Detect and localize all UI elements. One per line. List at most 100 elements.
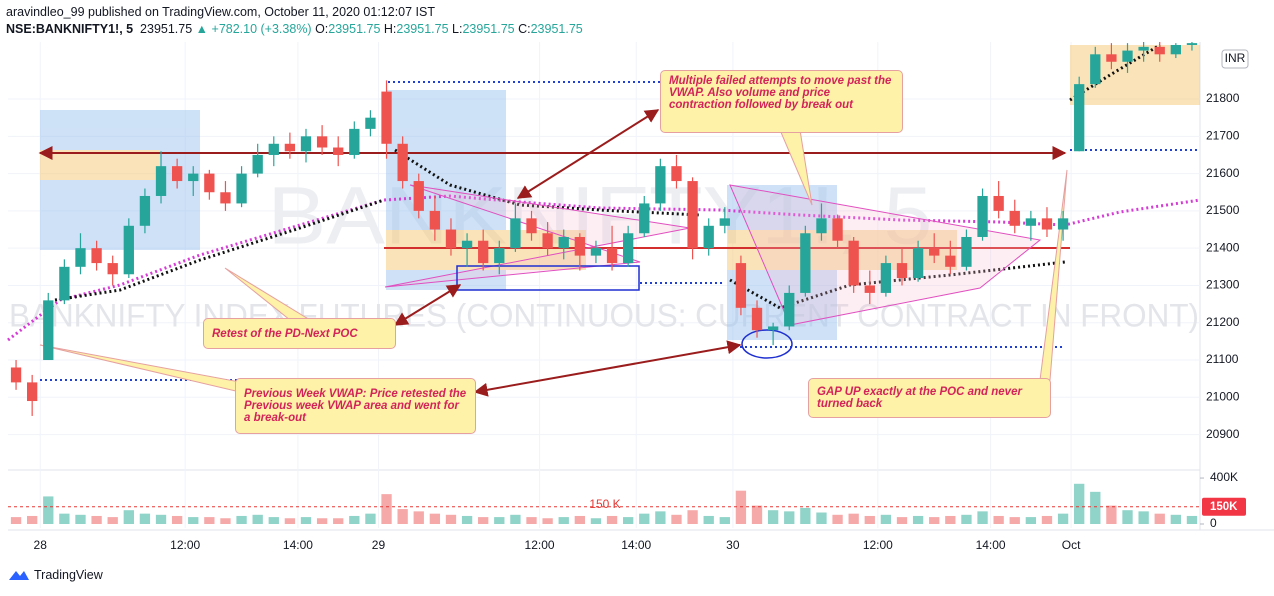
candle-body [445,229,457,249]
x-tick-label: 29 [372,538,386,552]
volume-marker [1202,497,1246,516]
symbol-bar: NSE:BANKNIFTY1!, 5 23951.75 ▲ +782.10 (+… [6,22,583,36]
volume-bar [912,515,924,524]
candle-body [623,233,634,264]
y-tick-label: 21300 [1206,278,1240,292]
candle-body [574,236,585,256]
volume-bar [397,509,408,524]
volume-bar [1009,517,1020,524]
volume-bar [123,510,134,524]
symbol: NSE:BANKNIFTY1!, 5 [6,22,134,36]
x-tick-label: 30 [726,538,740,552]
ohlc-value: 23951.75 [396,22,449,36]
y-tick-label: 400K [1210,470,1238,484]
volume-bar [445,514,457,524]
volume-bar [171,515,183,524]
ohlc-value: 23951.75 [328,22,381,36]
x-tick-label: 12:00 [525,538,555,552]
candle-body [1057,218,1069,230]
change: ▲ +782.10 (+3.38%) [195,22,312,36]
volume-bar [43,496,54,524]
candle-body [912,248,924,278]
volume-bar [767,510,779,524]
vwap [394,148,701,217]
volume-bar [494,517,505,524]
candle-body [461,240,473,249]
candle-body [558,236,569,249]
volume-bar [945,515,956,524]
candle-body [365,117,376,129]
candle-body [1138,46,1149,51]
candle-body [75,248,86,267]
candle-body [945,255,956,267]
x-tick-label: 12:00 [863,538,893,552]
candle-body [413,181,424,211]
volume-bar [848,513,859,524]
x-tick-label: 12:00 [170,538,200,552]
volume-bar [1074,483,1085,524]
description: BANKNIFTY INDEX FUTURES (CONTINUOUS: CUR… [9,297,1199,333]
publisher: aravindleo_99 published on TradingView.c… [6,5,435,19]
candle-body [155,166,167,196]
candle-body [606,248,618,264]
candle-body [816,218,827,234]
volume-bar [574,515,585,524]
candle-body [220,192,231,204]
candle-body [590,248,602,256]
candle-body [268,143,279,155]
y-tick-label: 20900 [1206,427,1240,441]
candle-body [429,210,441,230]
candle-body [204,173,215,193]
y-tick-label: 21700 [1206,128,1240,142]
candle-body [864,285,875,293]
annotation: GAP UP exactly at the POC and never turn… [808,378,1051,418]
candle-body [10,367,22,383]
candle-body [300,136,312,152]
volume-bar [961,514,972,524]
volume-bar [687,510,698,524]
annotation: Previous Week VWAP: Price retested the P… [235,378,476,434]
volume-bar [816,512,827,524]
candle-body [1025,218,1037,226]
candle-body [188,173,199,182]
volume-bar [91,515,102,524]
candle-body [929,248,940,256]
arrow [393,284,462,326]
volume-bar [236,515,247,524]
candle-body [896,263,908,278]
volume-bar [1154,513,1165,524]
candle-body [719,218,730,226]
volume-bar [107,517,118,524]
x-tick-label: 14:00 [976,538,1006,552]
volume-bar [1138,511,1149,524]
volume-bar [542,518,553,524]
volume-bar [316,518,328,524]
candle-body [381,91,392,144]
x-tick-label: 14:00 [621,538,651,552]
y-tick-label: 21400 [1206,240,1240,254]
candle-body [687,181,698,249]
candle-body [316,136,328,148]
volume-bar [510,514,521,524]
volume-level-label: 150 K [589,497,620,511]
candle-body [832,218,843,241]
volume-bar [639,513,650,524]
volume-bar [864,515,875,524]
volume-bar [252,514,263,524]
ohlc-label: H: [383,22,397,36]
volume-bar [993,515,1004,524]
y-tick-label: 21600 [1206,166,1240,180]
candle-body [91,248,102,264]
candle-body [977,195,988,237]
candle-body [848,240,859,286]
ohlc-value: 23951.75 [530,22,583,36]
candle-body [961,236,972,267]
candle-body [284,143,296,152]
annotation: Retest of the PD-Next POC [203,318,396,349]
candle-body [171,166,183,182]
candle-body [639,203,650,234]
volume-bar [703,515,714,524]
volume-bar [1041,515,1053,524]
